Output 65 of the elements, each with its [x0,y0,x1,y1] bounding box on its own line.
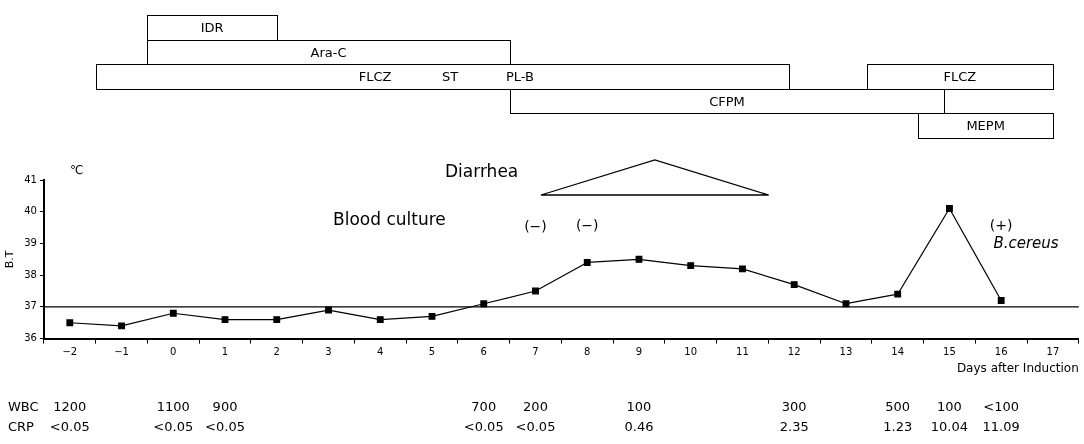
x-tick-label: −1 [114,346,129,358]
y-tick-label: 39 [24,237,37,249]
y-tick-label: 40 [24,205,37,217]
text: 1100 [156,399,190,415]
x-tick-label: 4 [377,346,384,358]
y-tick-label: 36 [24,332,37,344]
text: <0.05 [515,419,556,435]
y-tick-label: 41 [24,173,37,185]
text: CFPM [709,93,745,110]
x-tick-label: 16 [994,346,1008,358]
text: <0.05 [153,419,194,435]
x-tick-label: −2 [62,346,78,358]
text: 10.04 [930,419,969,435]
x-tick-label: 5 [428,346,436,358]
x-axis-title: Days after Induction [956,360,1079,375]
x-tick-label: 0 [170,346,177,358]
text: <100 [983,399,1020,415]
x-tick-label: 17 [1046,346,1060,358]
text: FLCZ [358,69,392,85]
text: <0.05 [49,419,90,435]
x-tick-label: 15 [943,346,956,358]
annotation: (−) [524,217,547,234]
text: 0.46 [624,419,654,435]
text: PL-B [505,69,534,85]
annotation: (−) [575,216,599,233]
text: 1.23 [883,419,913,435]
text: <0.05 [205,419,245,435]
text: 1200 [53,399,87,415]
text: 500 [885,399,911,415]
text: 700 [471,399,497,415]
x-tick-label: 7 [532,346,539,358]
y-tick-label: 37 [24,300,37,312]
y-axis-title: B.T [3,250,17,269]
annotation: Diarrhea [445,161,519,182]
text: MEPM [966,118,1005,134]
annotation: Blood culture [333,209,446,230]
text: ST [442,69,459,85]
x-tick-label: 3 [325,346,332,358]
y-tick-label: 38 [24,268,37,280]
x-tick-label: 11 [736,346,749,358]
text: 100 [626,399,652,415]
text: FLCZ [943,69,977,85]
x-tick-label: 8 [584,346,591,358]
x-tick-label: 2 [273,346,280,358]
x-tick-label: 13 [839,346,853,358]
text: <0.05 [463,419,504,435]
text: 200 [523,399,548,415]
text: ℃ [70,163,84,178]
x-tick-label: 12 [787,346,801,358]
x-tick-label: 6 [480,346,487,358]
annotation: B.cereus [993,233,1059,252]
text: 100 [937,399,962,415]
annotation: (+) [989,216,1013,233]
text: CRP [8,419,35,435]
text: IDR [200,20,224,36]
x-tick-label: 1 [221,346,229,358]
text: 900 [212,399,238,415]
x-tick-label: 10 [684,346,698,358]
x-tick-label: 9 [635,346,643,358]
text: 2.35 [779,419,809,435]
text: Ara-C [310,44,347,61]
text: 11.09 [982,419,1020,435]
text: WBC [8,399,39,415]
text: 300 [781,399,807,415]
x-tick-label: 14 [891,346,905,358]
